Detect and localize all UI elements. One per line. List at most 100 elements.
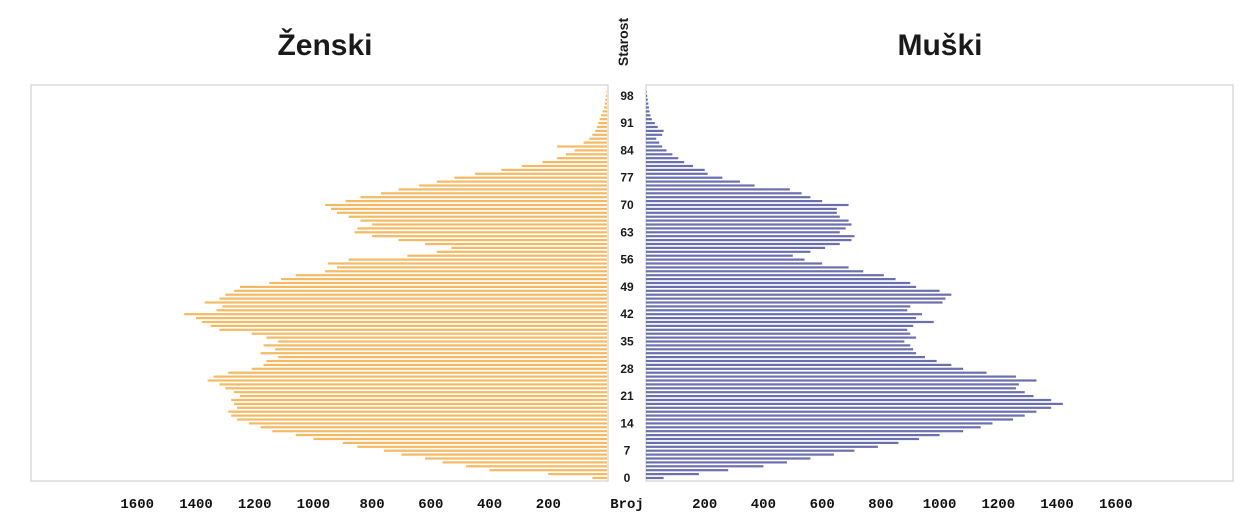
female-bar-age-29 bbox=[263, 363, 607, 366]
male-bar-age-30 bbox=[646, 359, 937, 363]
age-tick-35: 35 bbox=[620, 335, 634, 349]
female-bar-age-34 bbox=[263, 344, 607, 347]
female-bar-age-91 bbox=[598, 122, 607, 125]
female-bar-age-8 bbox=[357, 445, 607, 448]
age-tick-0: 0 bbox=[624, 471, 631, 485]
female-bar-age-75 bbox=[419, 184, 607, 187]
male-bar-age-44 bbox=[646, 305, 911, 308]
x-tick-left-600: 600 bbox=[418, 497, 443, 513]
male-bar-age-38 bbox=[646, 328, 908, 331]
female-bar-age-93 bbox=[601, 114, 607, 117]
x-tick-left-1200: 1200 bbox=[238, 497, 272, 513]
female-bar-age-99 bbox=[606, 90, 607, 93]
x-tick-labels: 200 200 400 400 600 600 800 800 1000 1000 1200 1200… bbox=[120, 497, 1132, 513]
male-bar-age-18 bbox=[646, 406, 1052, 409]
age-tick-98: 98 bbox=[620, 89, 634, 103]
female-bar-age-54 bbox=[336, 266, 607, 269]
female-bar-age-69 bbox=[331, 207, 607, 210]
female-bar-age-77 bbox=[454, 176, 607, 179]
male-bar-age-70 bbox=[646, 203, 849, 207]
male-bar-age-43 bbox=[646, 309, 908, 312]
male-bar-age-45 bbox=[646, 301, 943, 304]
female-bar-age-47 bbox=[225, 293, 607, 296]
female-bar-age-9 bbox=[342, 441, 607, 444]
male-bar-age-14 bbox=[646, 422, 993, 425]
male-bar-age-15 bbox=[646, 418, 1013, 421]
x-tick-right-1600: 1600 bbox=[1099, 497, 1133, 513]
male-bar-age-68 bbox=[646, 211, 837, 214]
male-bar-age-87 bbox=[646, 137, 657, 140]
female-bar-age-4 bbox=[442, 461, 607, 464]
x-tick-right-1200: 1200 bbox=[981, 497, 1015, 513]
male-bar-age-58 bbox=[646, 250, 811, 253]
male-bar-age-24 bbox=[646, 383, 1019, 386]
female-bar-age-20 bbox=[231, 398, 607, 402]
male-bar-age-12 bbox=[646, 430, 964, 433]
female-bar-age-31 bbox=[278, 356, 607, 359]
female-bar-age-32 bbox=[260, 352, 607, 355]
male-bar-age-6 bbox=[646, 453, 834, 456]
female-bar-age-23 bbox=[225, 387, 607, 390]
male-bar-age-1 bbox=[646, 473, 699, 476]
male-bar-age-71 bbox=[646, 200, 823, 203]
female-bar-age-56 bbox=[348, 258, 607, 261]
male-bar-age-78 bbox=[646, 172, 708, 175]
male-bar-age-34 bbox=[646, 344, 911, 347]
male-bar-age-8 bbox=[646, 445, 878, 448]
male-bar-age-98 bbox=[646, 94, 648, 97]
age-tick-91: 91 bbox=[620, 116, 634, 130]
male-bar-age-88 bbox=[646, 133, 663, 136]
male-bar-age-61 bbox=[646, 239, 852, 242]
female-bar-age-17 bbox=[228, 410, 607, 413]
male-bar-age-95 bbox=[646, 106, 649, 109]
male-bar-age-37 bbox=[646, 332, 911, 335]
female-bar-age-37 bbox=[251, 332, 608, 335]
age-tick-49: 49 bbox=[620, 280, 634, 294]
male-bar-age-23 bbox=[646, 387, 1016, 390]
age-tick-77: 77 bbox=[620, 171, 634, 185]
male-bar-age-64 bbox=[646, 227, 846, 230]
male-bar-age-10 bbox=[646, 437, 920, 441]
x-tick-right-600: 600 bbox=[810, 497, 835, 513]
female-bar-age-81 bbox=[542, 161, 607, 164]
female-bar-age-42 bbox=[184, 313, 607, 316]
female-bar-age-59 bbox=[451, 246, 607, 249]
female-bar-age-0 bbox=[592, 476, 607, 480]
female-bar-age-71 bbox=[345, 200, 607, 203]
female-bar-age-80 bbox=[521, 164, 607, 168]
male-bar-age-46 bbox=[646, 297, 946, 300]
male-bar-age-59 bbox=[646, 246, 826, 249]
female-bar-age-44 bbox=[222, 305, 607, 308]
male-bar-age-39 bbox=[646, 324, 914, 327]
male-bar-age-92 bbox=[646, 118, 652, 121]
female-bar-age-72 bbox=[360, 196, 607, 199]
female-bar-age-57 bbox=[407, 254, 607, 257]
male-bar-age-27 bbox=[646, 371, 987, 374]
female-bar-age-24 bbox=[219, 383, 607, 386]
female-bar-age-85 bbox=[557, 145, 607, 148]
male-bar-age-21 bbox=[646, 395, 1034, 398]
female-bar-age-36 bbox=[266, 336, 607, 339]
male-bar-age-47 bbox=[646, 293, 952, 296]
female-bar-age-43 bbox=[216, 309, 607, 312]
female-bar-age-19 bbox=[234, 402, 607, 405]
female-bar-age-33 bbox=[275, 348, 607, 351]
male-bar-age-60 bbox=[646, 242, 840, 246]
female-bar-age-6 bbox=[401, 453, 607, 456]
male-bar-age-51 bbox=[646, 278, 896, 281]
male-bar-age-53 bbox=[646, 270, 864, 273]
x-tick-right-1400: 1400 bbox=[1040, 497, 1074, 513]
male-bar-age-90 bbox=[646, 125, 658, 129]
female-bar-age-41 bbox=[195, 317, 607, 320]
male-bar-age-19 bbox=[646, 402, 1063, 405]
male-bar-age-11 bbox=[646, 434, 940, 437]
female-bar-age-25 bbox=[207, 379, 607, 382]
male-bar-age-25 bbox=[646, 379, 1037, 382]
age-tick-42: 42 bbox=[620, 307, 634, 321]
male-bar-age-69 bbox=[646, 207, 837, 210]
female-bar-age-66 bbox=[360, 219, 607, 222]
female-bar-age-65 bbox=[372, 223, 607, 226]
male-bars bbox=[646, 90, 1063, 480]
female-bar-age-84 bbox=[574, 149, 607, 152]
x-tick-left-1400: 1400 bbox=[179, 497, 213, 513]
